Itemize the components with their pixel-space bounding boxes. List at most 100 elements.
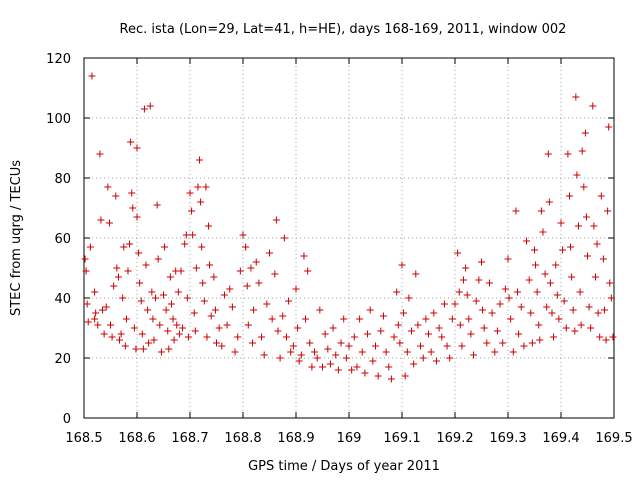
data-point xyxy=(523,237,531,245)
data-point xyxy=(117,330,125,338)
data-point xyxy=(548,309,556,317)
data-point xyxy=(84,318,92,326)
data-point xyxy=(451,300,459,308)
data-point xyxy=(160,291,167,299)
data-point xyxy=(475,276,483,284)
data-point xyxy=(271,270,279,278)
data-point xyxy=(606,279,614,287)
y-tick-label: 40 xyxy=(54,292,71,307)
data-point xyxy=(304,267,312,275)
data-point xyxy=(499,339,507,347)
data-point xyxy=(329,324,337,332)
data-point xyxy=(231,348,239,356)
data-point xyxy=(410,360,418,368)
x-tick-label: 169.3 xyxy=(489,431,526,446)
data-point xyxy=(403,348,411,356)
data-point xyxy=(167,300,175,308)
data-point xyxy=(149,315,157,323)
data-point xyxy=(211,306,219,314)
data-point xyxy=(297,351,305,359)
data-point xyxy=(505,294,513,302)
data-point xyxy=(555,315,563,323)
data-point xyxy=(177,267,185,275)
x-tick-label: 169.1 xyxy=(383,431,420,446)
data-point xyxy=(316,306,324,314)
data-point xyxy=(596,333,604,341)
data-point xyxy=(387,375,395,383)
data-point xyxy=(249,339,257,347)
data-point xyxy=(127,138,135,146)
grid xyxy=(84,58,614,418)
data-point xyxy=(398,261,406,269)
data-point xyxy=(463,291,471,299)
data-point xyxy=(196,156,204,164)
data-point xyxy=(192,264,200,272)
data-point xyxy=(100,330,108,338)
data-point xyxy=(220,291,228,299)
data-point xyxy=(585,303,593,311)
data-point xyxy=(152,294,160,302)
data-point xyxy=(137,297,145,305)
y-tick-label: 60 xyxy=(54,232,71,247)
data-point xyxy=(493,327,501,335)
data-point xyxy=(353,363,361,371)
data-point xyxy=(289,342,297,350)
data-point xyxy=(285,297,293,305)
data-point xyxy=(186,189,194,197)
data-point xyxy=(390,333,398,341)
data-point xyxy=(148,288,156,296)
data-point xyxy=(582,213,590,221)
data-point xyxy=(589,102,597,110)
data-point xyxy=(218,342,226,350)
data-point xyxy=(454,249,462,257)
data-point xyxy=(590,222,598,230)
data-point xyxy=(559,246,567,254)
data-point xyxy=(552,261,560,269)
data-point xyxy=(550,333,558,341)
data-point xyxy=(528,339,536,347)
data-point xyxy=(560,297,568,305)
data-point xyxy=(94,321,102,329)
data-point xyxy=(302,315,310,323)
data-point xyxy=(223,321,231,329)
data-point xyxy=(133,144,141,152)
data-point xyxy=(120,243,128,251)
data-point xyxy=(136,279,144,287)
data-point xyxy=(121,342,129,350)
data-point xyxy=(189,231,197,239)
data-points xyxy=(81,72,617,383)
data-point xyxy=(374,372,382,380)
data-point xyxy=(459,276,467,284)
data-point xyxy=(356,315,364,323)
x-tick-label: 168.6 xyxy=(118,431,155,446)
data-point xyxy=(496,300,504,308)
data-point xyxy=(571,327,579,335)
data-point xyxy=(527,309,535,317)
data-point xyxy=(266,249,273,257)
data-point xyxy=(194,183,202,191)
data-point xyxy=(394,321,402,329)
data-point xyxy=(128,189,136,197)
data-point xyxy=(260,351,268,359)
data-point xyxy=(507,315,515,323)
data-point xyxy=(546,279,554,287)
data-point xyxy=(226,285,234,293)
data-point xyxy=(279,312,287,320)
data-point xyxy=(268,315,276,323)
data-point xyxy=(105,219,113,227)
data-point xyxy=(215,324,223,332)
data-point xyxy=(393,288,401,296)
data-point xyxy=(412,270,420,278)
data-point xyxy=(517,303,525,311)
data-point xyxy=(417,342,425,350)
data-point xyxy=(565,192,573,200)
data-point xyxy=(198,243,206,251)
data-point xyxy=(252,258,260,266)
data-point xyxy=(504,255,512,263)
data-point xyxy=(319,363,326,371)
data-point xyxy=(81,255,89,263)
data-point xyxy=(145,339,153,347)
y-tick-label: 80 xyxy=(54,172,71,187)
data-point xyxy=(501,285,509,293)
